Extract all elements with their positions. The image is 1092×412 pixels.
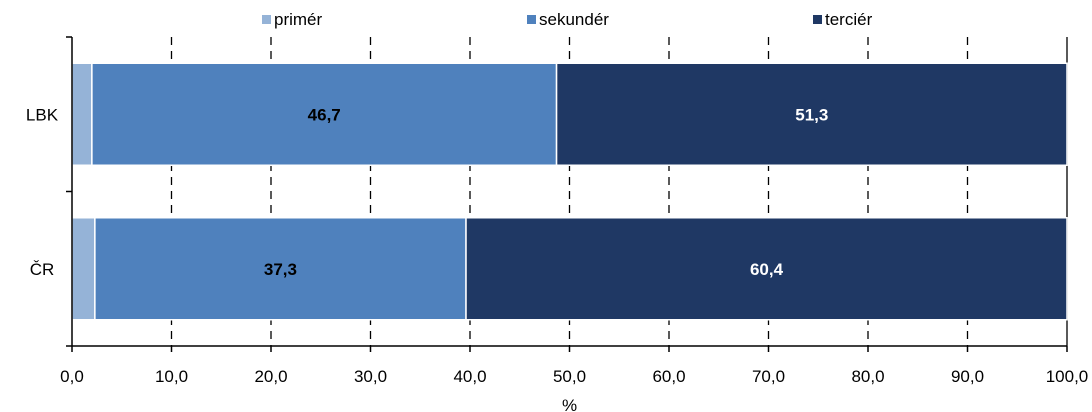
legend-label: terciér bbox=[825, 10, 873, 29]
bar-segment bbox=[465, 217, 1068, 321]
x-tick-label: 70,0 bbox=[752, 367, 785, 386]
bar-segment bbox=[71, 217, 96, 321]
x-tick-label: 30,0 bbox=[354, 367, 387, 386]
data-label: 46,7 bbox=[308, 105, 341, 124]
legend-swatch bbox=[262, 15, 271, 24]
x-tick-label: 90,0 bbox=[951, 367, 984, 386]
bars bbox=[71, 62, 1068, 321]
bar-segment bbox=[94, 217, 467, 321]
legend: primér sekundér terciér bbox=[262, 10, 873, 29]
axes: LBK ČR 0,0 10,0 20,0 30,0 40,0 50,0 60,0 70,0 80,0… bbox=[26, 36, 1089, 386]
data-labels: 46,7 51,3 37,3 60,4 bbox=[264, 105, 828, 279]
bar-segment bbox=[71, 62, 93, 166]
x-tick-label: 10,0 bbox=[155, 367, 188, 386]
bar-segment bbox=[555, 62, 1068, 166]
legend-swatch bbox=[527, 15, 536, 24]
category-label: LBK bbox=[26, 105, 59, 124]
x-tick-label: 50,0 bbox=[553, 367, 586, 386]
data-label: 37,3 bbox=[264, 260, 297, 279]
x-tick-label: 80,0 bbox=[851, 367, 884, 386]
x-tick-label: 100,0 bbox=[1046, 367, 1089, 386]
x-tick-label: 0,0 bbox=[60, 367, 84, 386]
x-axis-title: % bbox=[562, 396, 577, 412]
x-tick-label: 20,0 bbox=[254, 367, 287, 386]
x-tick-label: 60,0 bbox=[652, 367, 685, 386]
x-tick-label: 40,0 bbox=[453, 367, 486, 386]
data-label: 51,3 bbox=[795, 105, 828, 124]
legend-swatch bbox=[813, 15, 822, 24]
data-label: 60,4 bbox=[750, 260, 784, 279]
category-label: ČR bbox=[30, 260, 55, 279]
legend-label: sekundér bbox=[539, 10, 609, 29]
legend-label: primér bbox=[274, 10, 323, 29]
